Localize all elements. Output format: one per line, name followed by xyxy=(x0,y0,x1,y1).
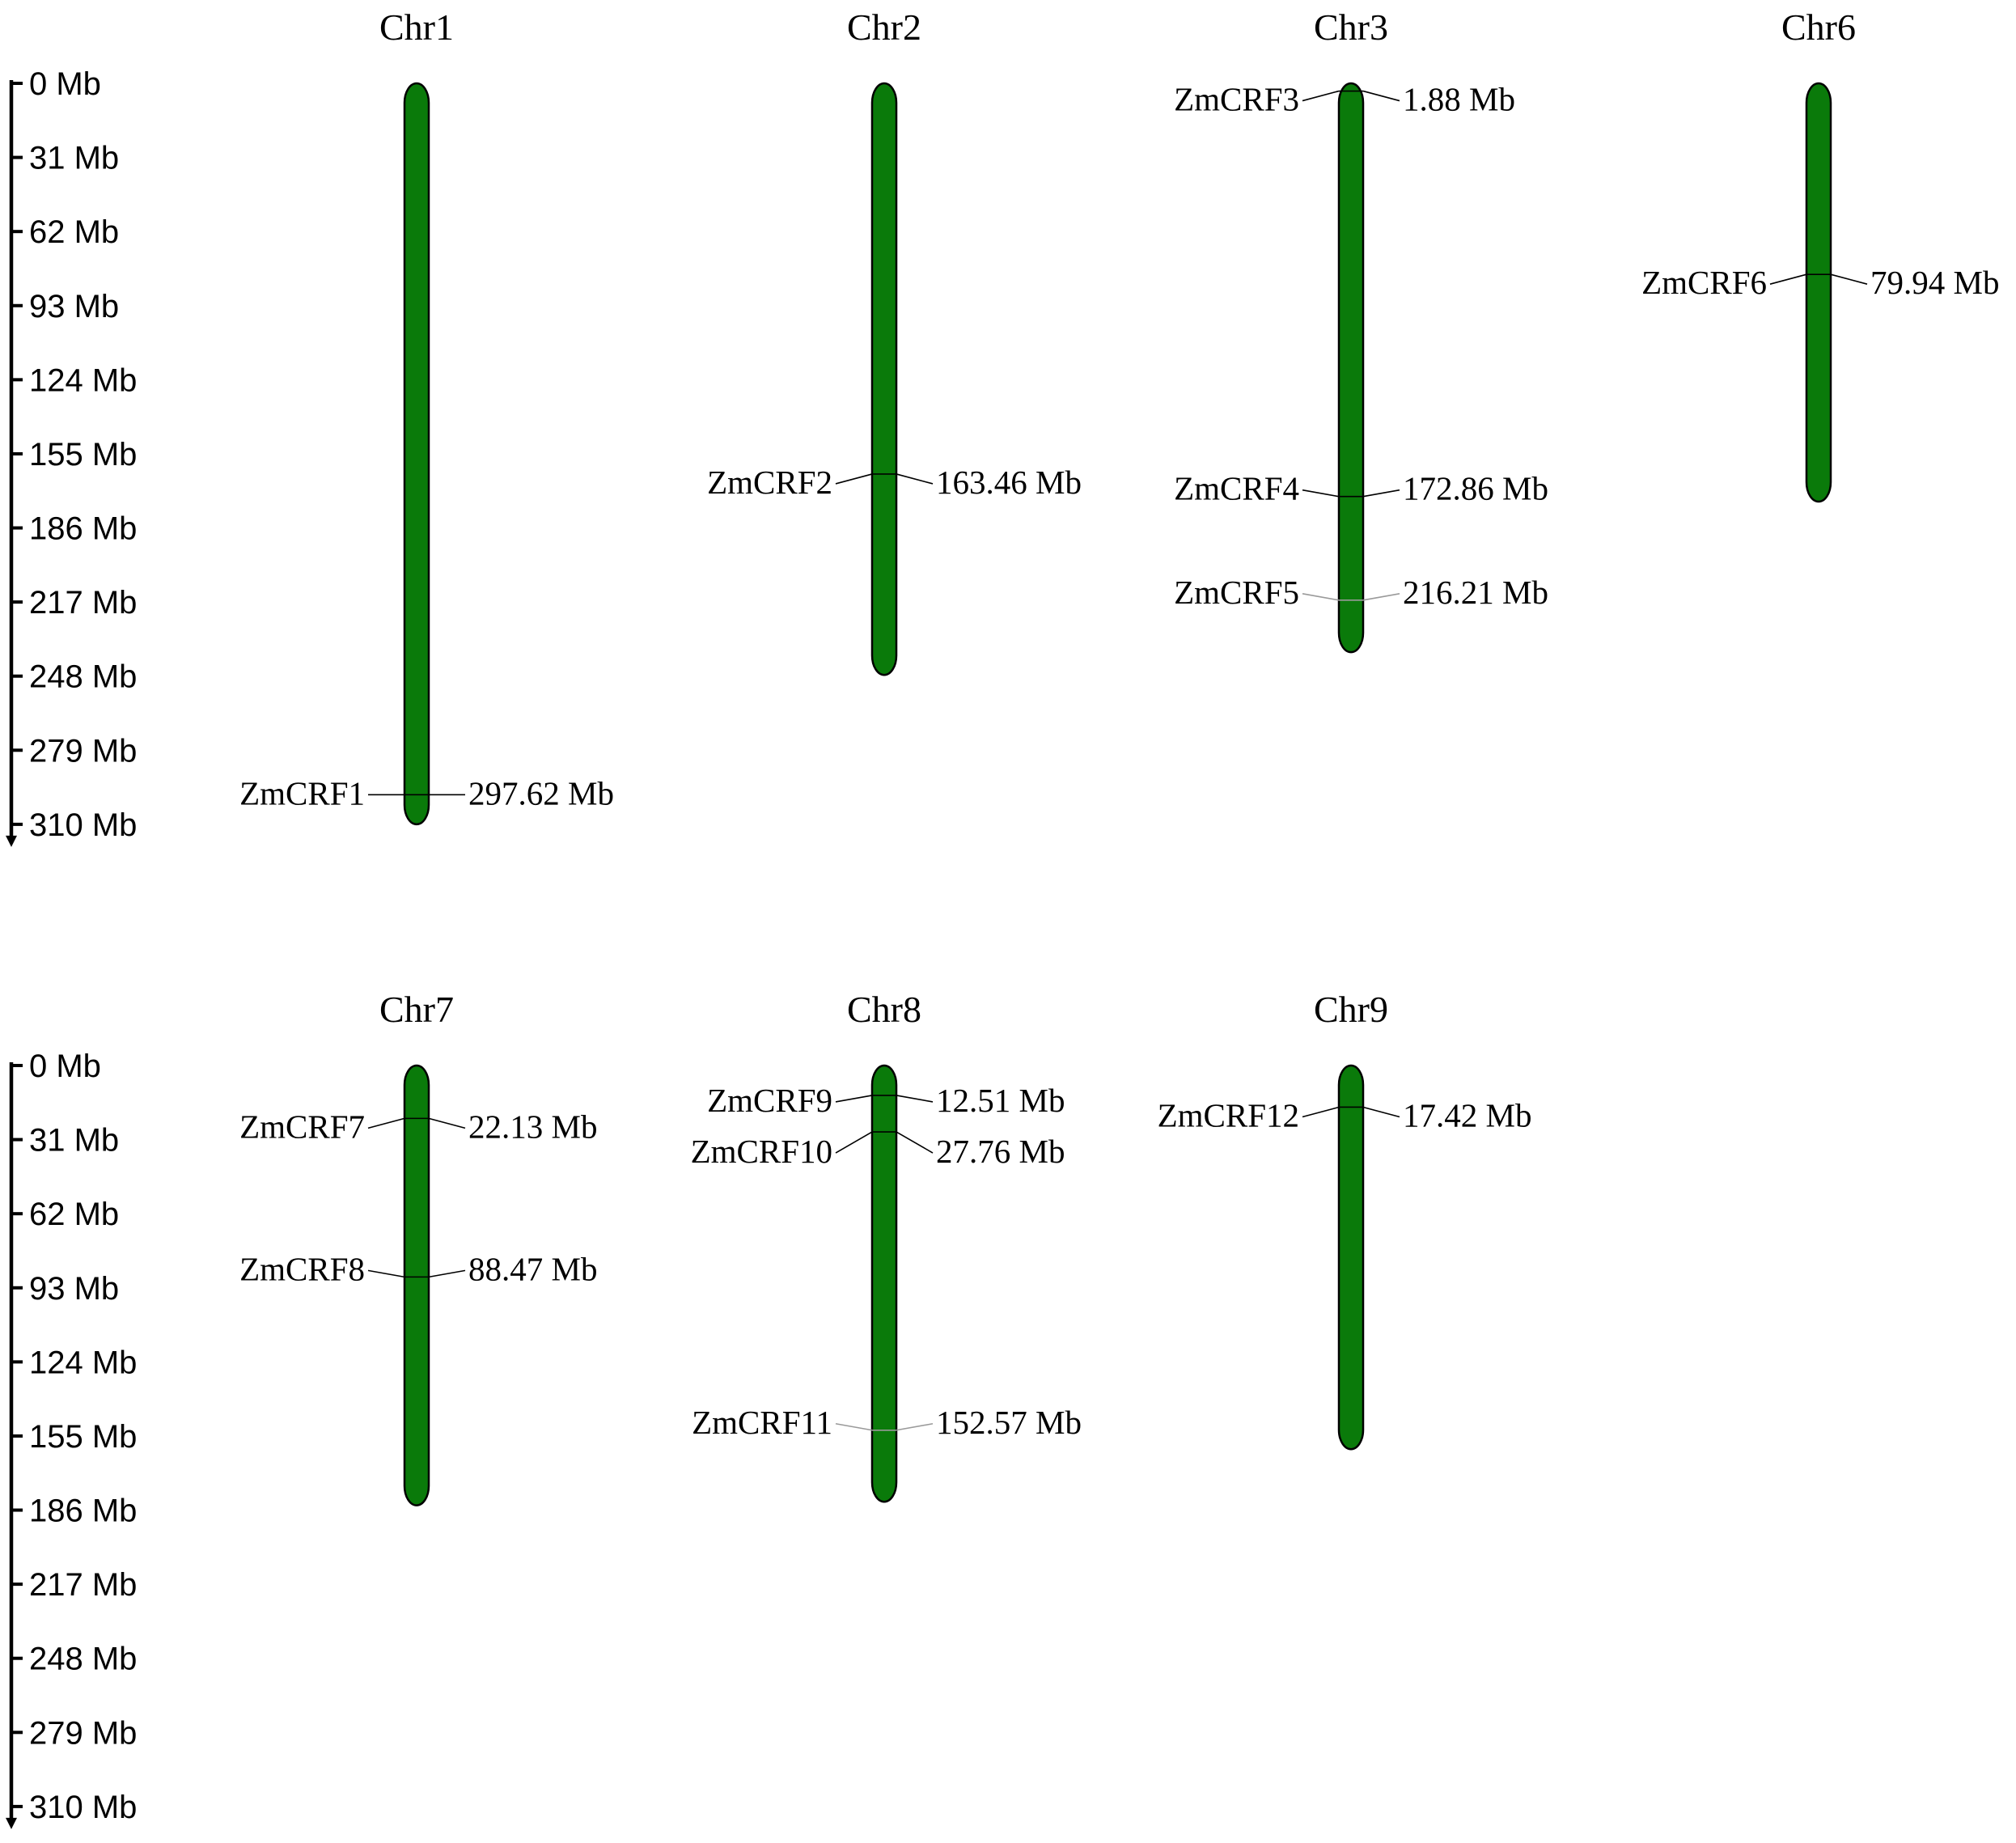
chromosome-chr8 xyxy=(870,1064,898,1503)
gene-position-label: 79.94 Mb xyxy=(1870,264,1999,301)
gene-position-label: 216.21 Mb xyxy=(1403,574,1548,611)
gene-connector-left xyxy=(367,1117,405,1129)
gene-connector-left xyxy=(835,473,873,485)
chromosome-chr9 xyxy=(1337,1064,1365,1451)
gene-connector-left xyxy=(1302,489,1340,498)
scale-tick-label: 186 Mb xyxy=(29,511,137,547)
gene-name-label: ZmCRF9 xyxy=(707,1082,832,1119)
gene-connector-left xyxy=(835,1422,873,1431)
chromosome-chr1 xyxy=(403,82,430,826)
gene-connector-right xyxy=(428,1269,466,1278)
gene-position-label: 163.46 Mb xyxy=(936,464,1082,501)
scale-tick-label: 310 Mb xyxy=(29,807,137,843)
gene-name-label: ZmCRF1 xyxy=(239,774,365,811)
chromosome-title-chr6: Chr6 xyxy=(1781,6,1856,48)
gene-connector-left xyxy=(1302,1106,1340,1118)
gene-connector-right xyxy=(1362,90,1400,102)
gene-connector-right xyxy=(1830,273,1868,285)
scale-tick-label: 155 Mb xyxy=(29,437,137,472)
scale-axis-arrowhead xyxy=(6,1817,17,1829)
gene-connector-right xyxy=(896,1422,934,1431)
gene-connector-right xyxy=(896,473,934,485)
gene-connector-right xyxy=(896,1095,934,1103)
gene-position-label: 1.88 Mb xyxy=(1403,81,1515,118)
scale-tick-label: 31 Mb xyxy=(29,1123,119,1159)
scale-tick-label: 124 Mb xyxy=(29,362,137,398)
gene-name-label: ZmCRF8 xyxy=(239,1250,365,1287)
scale-tick-label: 248 Mb xyxy=(29,1642,137,1677)
scale-tick-label: 217 Mb xyxy=(29,1567,137,1603)
gene-connector-left xyxy=(367,1269,405,1278)
chromosome-title-chr7: Chr7 xyxy=(379,989,454,1030)
gene-connector-right xyxy=(1362,593,1400,601)
scale-tick-label: 217 Mb xyxy=(29,585,137,621)
scale-tick-label: 62 Mb xyxy=(29,1197,119,1232)
scale-tick-label: 0 Mb xyxy=(29,66,101,102)
gene-position-label: 88.47 Mb xyxy=(468,1250,597,1287)
gene-position-label: 152.57 Mb xyxy=(936,1404,1082,1441)
scale-tick-label: 279 Mb xyxy=(29,733,137,769)
gene-name-label: ZmCRF6 xyxy=(1641,264,1767,301)
gene-name-label: ZmCRF2 xyxy=(707,464,832,501)
scale-tick-label: 279 Mb xyxy=(29,1715,137,1751)
chromosome-title-chr2: Chr2 xyxy=(847,6,921,48)
scale-tick-label: 155 Mb xyxy=(29,1419,137,1455)
gene-connector-left xyxy=(1302,593,1340,601)
gene-position-label: 12.51 Mb xyxy=(936,1082,1065,1119)
gene-position-label: 27.76 Mb xyxy=(936,1133,1065,1170)
scale-tick-label: 31 Mb xyxy=(29,141,119,176)
scale-tick-label: 186 Mb xyxy=(29,1493,137,1529)
gene-name-label: ZmCRF4 xyxy=(1174,470,1299,507)
scale-tick-label: 62 Mb xyxy=(29,214,119,250)
scale-axis-arrowhead xyxy=(6,835,17,847)
scale-tick-label: 248 Mb xyxy=(29,659,137,695)
gene-connector-right xyxy=(1362,1106,1400,1118)
gene-name-label: ZmCRF10 xyxy=(691,1133,832,1170)
chromosome-chr7 xyxy=(403,1064,430,1506)
chromosome-chr2 xyxy=(870,82,898,676)
chromosome-title-chr1: Chr1 xyxy=(379,6,454,48)
gene-position-label: 297.62 Mb xyxy=(468,774,614,811)
gene-position-label: 22.13 Mb xyxy=(468,1108,597,1145)
gene-connector-left xyxy=(1769,273,1807,285)
gene-position-label: 17.42 Mb xyxy=(1403,1096,1531,1133)
gene-connector-right xyxy=(896,1131,934,1154)
gene-connector-right xyxy=(428,1117,466,1129)
gene-name-label: ZmCRF12 xyxy=(1158,1096,1299,1133)
gene-position-label: 172.86 Mb xyxy=(1403,470,1548,507)
gene-connector-left xyxy=(835,1131,873,1154)
gene-name-label: ZmCRF5 xyxy=(1174,574,1299,611)
scale-tick-label: 0 Mb xyxy=(29,1049,101,1084)
gene-connector-left xyxy=(1302,90,1340,102)
gene-connector-right xyxy=(1362,489,1400,498)
chromosome-title-chr8: Chr8 xyxy=(847,989,921,1030)
scale-tick-label: 93 Mb xyxy=(29,289,119,324)
scale-tick-label: 93 Mb xyxy=(29,1271,119,1307)
chromosome-title-chr3: Chr3 xyxy=(1314,6,1388,48)
gene-name-label: ZmCRF7 xyxy=(239,1108,365,1145)
gene-name-label: ZmCRF11 xyxy=(692,1404,832,1441)
chromosome-chr3 xyxy=(1337,82,1365,654)
chromosome-title-chr9: Chr9 xyxy=(1314,989,1388,1030)
scale-tick-label: 124 Mb xyxy=(29,1345,137,1380)
gene-connector-left xyxy=(835,1095,873,1103)
chromosome-chr6 xyxy=(1805,82,1832,503)
gene-name-label: ZmCRF3 xyxy=(1174,81,1299,118)
scale-tick-label: 310 Mb xyxy=(29,1790,137,1825)
